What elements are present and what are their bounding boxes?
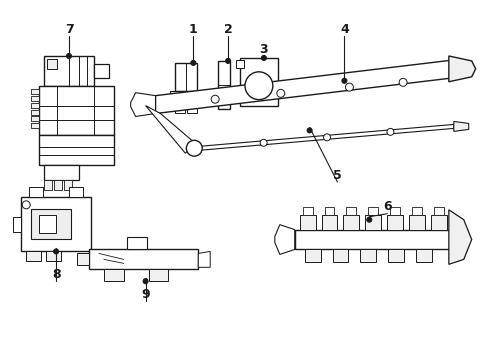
Circle shape: [225, 58, 231, 63]
Circle shape: [342, 78, 347, 83]
Polygon shape: [187, 103, 197, 113]
Polygon shape: [94, 64, 109, 78]
Polygon shape: [148, 269, 169, 281]
Polygon shape: [175, 63, 197, 91]
Polygon shape: [31, 109, 39, 114]
Polygon shape: [198, 251, 210, 267]
Circle shape: [53, 249, 59, 254]
Polygon shape: [240, 58, 278, 105]
Polygon shape: [39, 86, 114, 135]
Circle shape: [387, 129, 394, 135]
Polygon shape: [21, 197, 91, 251]
Text: 3: 3: [260, 42, 268, 55]
Polygon shape: [300, 215, 316, 230]
Circle shape: [67, 54, 72, 58]
Circle shape: [399, 78, 407, 86]
Circle shape: [367, 217, 372, 222]
Polygon shape: [47, 59, 57, 69]
Polygon shape: [31, 103, 39, 108]
Polygon shape: [321, 215, 338, 230]
Polygon shape: [387, 215, 403, 230]
Polygon shape: [127, 237, 147, 249]
Polygon shape: [171, 91, 202, 103]
Polygon shape: [200, 125, 454, 150]
Polygon shape: [44, 56, 94, 86]
Polygon shape: [449, 56, 476, 82]
Polygon shape: [39, 135, 114, 165]
Text: 1: 1: [189, 23, 197, 36]
Polygon shape: [44, 165, 79, 180]
Polygon shape: [409, 215, 425, 230]
Text: 8: 8: [52, 268, 60, 281]
Polygon shape: [175, 103, 185, 113]
Circle shape: [345, 83, 353, 91]
Polygon shape: [434, 207, 444, 215]
Polygon shape: [131, 93, 155, 117]
Text: 4: 4: [340, 23, 349, 36]
Circle shape: [260, 139, 267, 146]
Circle shape: [186, 140, 202, 156]
Polygon shape: [155, 60, 454, 113]
Polygon shape: [46, 251, 61, 261]
Polygon shape: [366, 215, 381, 230]
Polygon shape: [31, 123, 39, 129]
Polygon shape: [275, 225, 294, 255]
Polygon shape: [333, 249, 348, 262]
Polygon shape: [26, 251, 41, 261]
Polygon shape: [416, 249, 432, 262]
Circle shape: [307, 128, 312, 133]
Circle shape: [143, 279, 148, 284]
Polygon shape: [454, 121, 469, 131]
Text: 2: 2: [224, 23, 232, 36]
Polygon shape: [29, 187, 43, 197]
Circle shape: [261, 55, 267, 60]
Polygon shape: [13, 217, 21, 231]
Polygon shape: [218, 61, 230, 109]
Polygon shape: [360, 249, 376, 262]
Polygon shape: [89, 249, 198, 269]
Polygon shape: [343, 215, 359, 230]
Circle shape: [245, 72, 273, 100]
Circle shape: [22, 201, 30, 209]
Polygon shape: [390, 207, 400, 215]
Polygon shape: [412, 207, 422, 215]
Polygon shape: [303, 207, 313, 215]
Polygon shape: [39, 215, 56, 233]
Polygon shape: [449, 210, 472, 264]
Circle shape: [277, 89, 285, 97]
Polygon shape: [146, 105, 196, 153]
Text: 9: 9: [141, 288, 150, 301]
Polygon shape: [31, 96, 39, 100]
Polygon shape: [31, 89, 39, 94]
Polygon shape: [31, 117, 39, 121]
Polygon shape: [431, 215, 447, 230]
Polygon shape: [324, 207, 335, 215]
Polygon shape: [305, 249, 320, 262]
Circle shape: [191, 60, 196, 66]
Polygon shape: [388, 249, 404, 262]
Polygon shape: [31, 209, 71, 239]
Polygon shape: [54, 180, 62, 190]
Polygon shape: [77, 253, 89, 265]
Polygon shape: [104, 269, 123, 281]
Polygon shape: [368, 207, 378, 215]
Text: 5: 5: [333, 168, 342, 181]
Polygon shape: [64, 180, 72, 190]
Polygon shape: [236, 60, 244, 68]
Polygon shape: [346, 207, 356, 215]
Circle shape: [211, 95, 219, 103]
Circle shape: [323, 134, 331, 141]
Text: 6: 6: [383, 200, 392, 213]
Polygon shape: [69, 187, 83, 197]
Polygon shape: [294, 230, 459, 249]
Text: 7: 7: [65, 23, 74, 36]
Polygon shape: [44, 180, 52, 190]
